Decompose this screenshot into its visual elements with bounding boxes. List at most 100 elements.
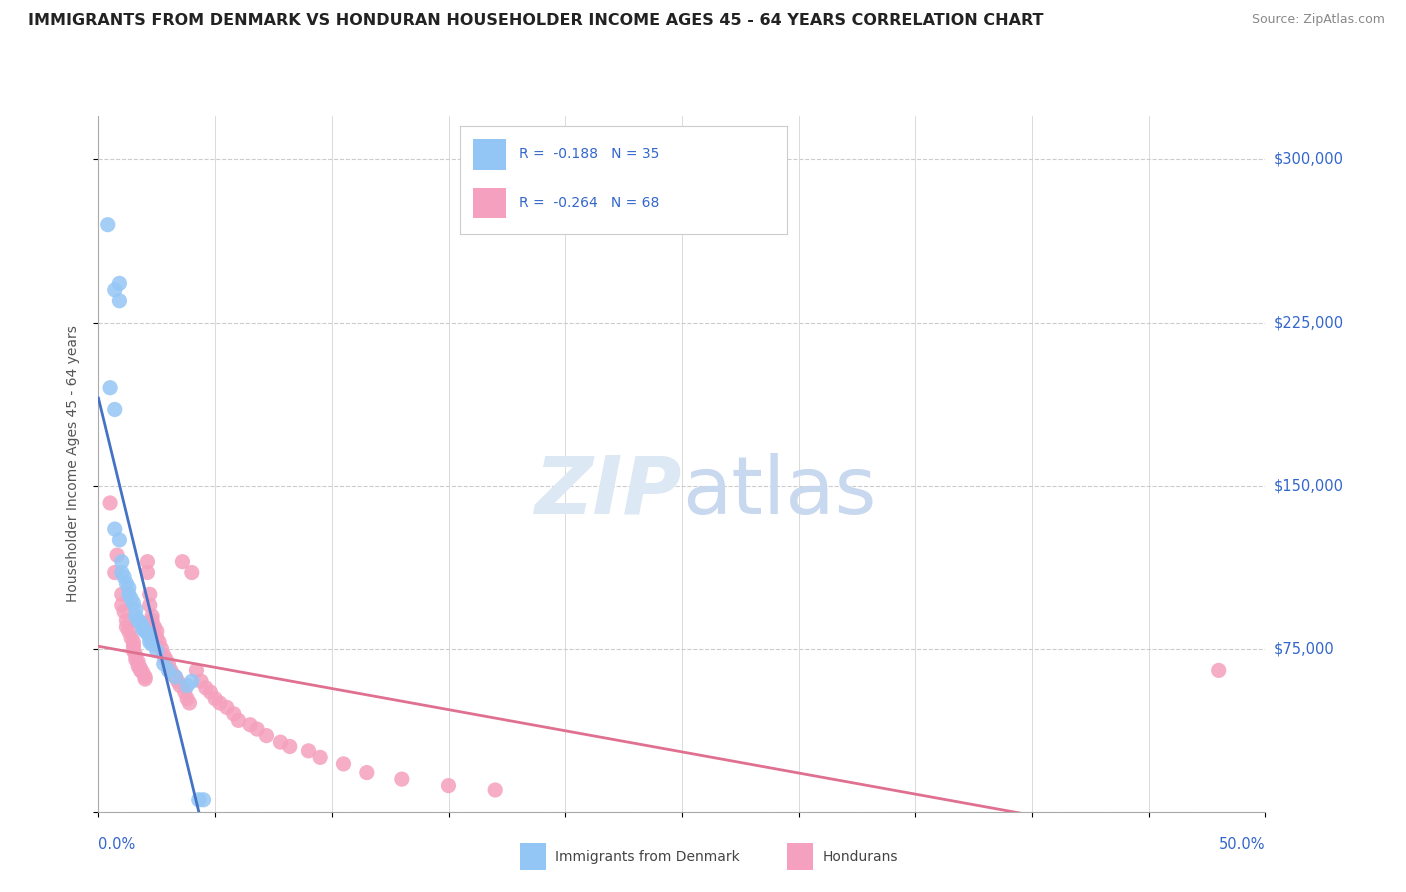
Point <box>204 691 226 706</box>
Text: 50.0%: 50.0% <box>1219 837 1265 852</box>
Point <box>115 576 138 591</box>
Point <box>132 665 155 680</box>
Text: $150,000: $150,000 <box>1274 478 1344 493</box>
Point <box>125 602 148 616</box>
Point <box>97 218 120 232</box>
Text: atlas: atlas <box>682 452 876 531</box>
Point <box>150 641 173 656</box>
Text: ZIP: ZIP <box>534 452 682 531</box>
Point <box>104 522 127 536</box>
Point <box>146 631 169 645</box>
Point <box>136 566 159 580</box>
Point <box>391 772 413 786</box>
Text: $75,000: $75,000 <box>1274 641 1334 657</box>
Point <box>104 283 127 297</box>
Point <box>108 533 131 547</box>
Text: 0.0%: 0.0% <box>98 837 135 852</box>
Point <box>139 631 162 645</box>
Point <box>200 685 222 699</box>
Point <box>208 696 231 710</box>
Point <box>122 635 145 649</box>
Point <box>134 670 156 684</box>
Point <box>111 598 134 612</box>
Point <box>162 667 184 681</box>
Point <box>120 591 142 606</box>
Point <box>165 670 187 684</box>
Point <box>194 681 217 695</box>
Text: Source: ZipAtlas.com: Source: ZipAtlas.com <box>1251 13 1385 27</box>
Point <box>157 664 180 678</box>
Point <box>112 605 135 619</box>
Point <box>269 735 291 749</box>
Point <box>108 277 131 291</box>
Text: Hondurans: Hondurans <box>823 850 898 864</box>
Point <box>309 750 332 764</box>
Text: Immigrants from Denmark: Immigrants from Denmark <box>555 850 740 864</box>
Point <box>105 548 128 562</box>
Point <box>139 635 162 649</box>
Point <box>437 779 460 793</box>
Point <box>104 566 127 580</box>
Point <box>152 648 174 662</box>
Point <box>246 722 269 736</box>
Text: IMMIGRANTS FROM DENMARK VS HONDURAN HOUSEHOLDER INCOME AGES 45 - 64 YEARS CORREL: IMMIGRANTS FROM DENMARK VS HONDURAN HOUS… <box>28 13 1043 29</box>
Point <box>115 620 138 634</box>
Point <box>111 566 134 580</box>
Point <box>297 744 319 758</box>
Point <box>179 696 201 710</box>
Point <box>148 635 170 649</box>
Point <box>332 756 354 771</box>
Point <box>125 648 148 662</box>
Point <box>125 652 148 666</box>
Point <box>127 614 149 628</box>
Point <box>136 626 159 640</box>
Point <box>118 587 141 601</box>
Y-axis label: Householder Income Ages 45 - 64 years: Householder Income Ages 45 - 64 years <box>66 326 80 602</box>
Point <box>176 691 198 706</box>
Point <box>152 657 174 671</box>
Point <box>239 717 262 731</box>
Point <box>159 664 181 678</box>
Point <box>134 624 156 639</box>
Point <box>122 640 145 654</box>
Point <box>139 587 162 601</box>
Point <box>165 670 187 684</box>
Point <box>118 624 141 639</box>
Point <box>111 555 134 569</box>
Point <box>155 652 177 666</box>
Point <box>98 381 121 395</box>
Point <box>111 587 134 601</box>
Point <box>157 657 180 671</box>
Point <box>173 685 195 699</box>
Point <box>222 706 245 721</box>
Point <box>129 664 152 678</box>
Point <box>118 581 141 595</box>
Text: $300,000: $300,000 <box>1274 152 1344 167</box>
Point <box>169 679 191 693</box>
Point <box>127 655 149 669</box>
Point <box>125 609 148 624</box>
Point <box>136 555 159 569</box>
Point <box>180 674 202 689</box>
Point <box>166 674 188 689</box>
Point <box>176 679 198 693</box>
Point <box>143 620 166 634</box>
Point <box>356 765 378 780</box>
Point <box>127 659 149 673</box>
Point <box>256 729 278 743</box>
Point <box>215 700 238 714</box>
Point <box>190 674 212 689</box>
Point <box>98 496 121 510</box>
Point <box>278 739 301 754</box>
Point <box>122 596 145 610</box>
Point <box>132 620 155 634</box>
Point <box>129 615 152 630</box>
Text: $225,000: $225,000 <box>1274 315 1344 330</box>
Point <box>141 637 163 651</box>
Point <box>146 644 169 658</box>
Point <box>134 672 156 686</box>
Point <box>228 714 250 728</box>
Point <box>187 793 209 807</box>
Point <box>112 570 135 584</box>
Point <box>139 598 162 612</box>
